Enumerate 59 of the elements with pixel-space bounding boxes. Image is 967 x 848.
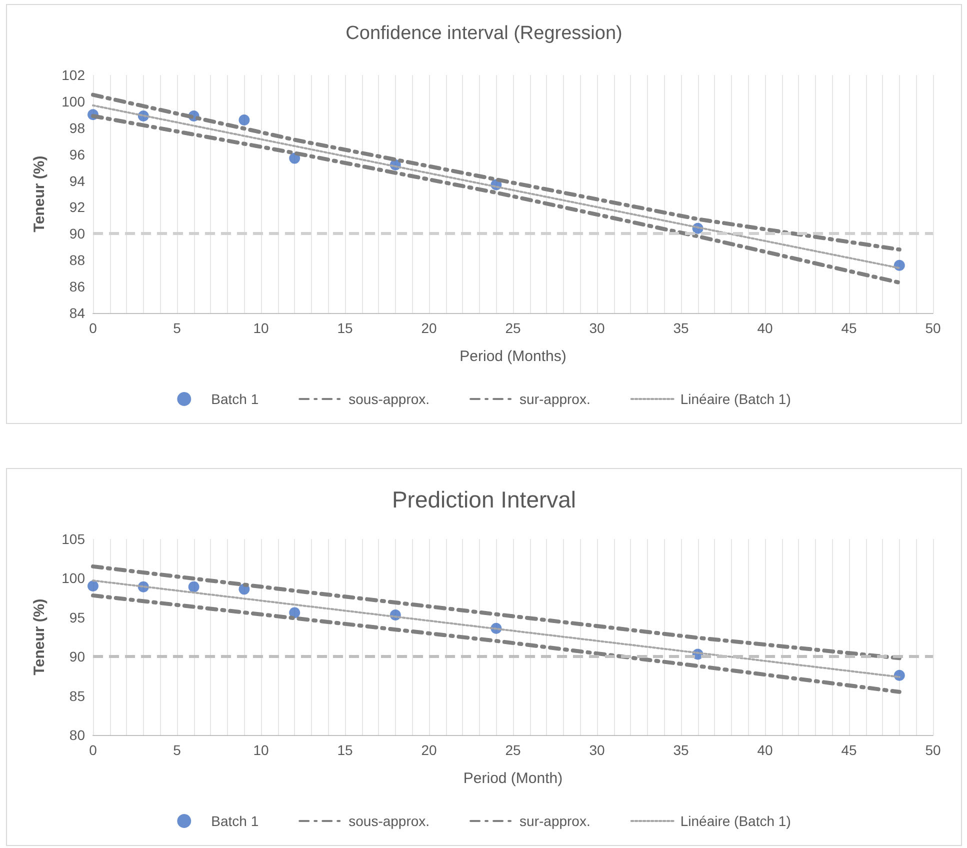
y-tick-label: 88 [69, 252, 86, 268]
line-series [91, 92, 902, 252]
y-axis-title: Teneur (%) [31, 156, 48, 232]
legend-label: sous-approx. [348, 813, 430, 829]
x-tick-label: 40 [757, 742, 773, 758]
y-tick-label: 84 [69, 305, 86, 321]
y-tick-label: 100 [62, 93, 86, 110]
point [88, 580, 98, 592]
legend-label: Linéaire (Batch 1) [680, 813, 791, 829]
x-tick-label: 0 [89, 320, 98, 336]
y-tick-label: 105 [62, 531, 86, 547]
legend-label: Linéaire (Batch 1) [680, 391, 791, 407]
y-tick-label: 90 [69, 226, 86, 242]
x-axis-title: Period (Month) [463, 770, 563, 787]
line-series [91, 593, 902, 694]
y-axis-title: Teneur (%) [31, 598, 48, 676]
legend-label: sur-approx. [520, 391, 590, 407]
x-tick-label: 15 [337, 320, 353, 336]
x-tick-label: 35 [673, 320, 689, 336]
y-tick-label: 94 [69, 172, 86, 189]
y-tick-label: 96 [69, 146, 86, 162]
x-tick-label: 0 [89, 742, 98, 758]
x-tick-label: 50 [925, 742, 941, 758]
legend-label: Batch 1 [211, 813, 259, 829]
x-tick-label: 40 [757, 320, 773, 336]
x-tick-label: 5 [173, 742, 182, 758]
y-tick-label: 100 [62, 570, 86, 586]
x-tick-label: 20 [421, 320, 437, 336]
x-tick-label: 15 [337, 742, 353, 758]
y-tick-label: 92 [69, 199, 86, 216]
x-tick-label: 35 [673, 742, 689, 758]
x-tick-label: 45 [841, 742, 857, 758]
y-tick-label: 102 [62, 67, 86, 83]
x-tick-label: 30 [589, 742, 605, 758]
y-tick-label: 86 [69, 278, 86, 295]
x-tick-label: 20 [421, 742, 437, 758]
x-tick-label: 10 [253, 742, 269, 758]
x-tick-label: 25 [505, 742, 521, 758]
chart-title: Prediction Interval [392, 486, 576, 512]
x-tick-label: 25 [505, 320, 521, 336]
y-tick-label: 80 [69, 727, 86, 743]
legend-label: sous-approx. [348, 391, 430, 407]
point [188, 581, 200, 592]
legend-label: sur-approx. [520, 813, 590, 829]
x-tick-label: 50 [925, 320, 941, 336]
line-series [91, 564, 902, 660]
legend-label: Batch 1 [211, 391, 259, 407]
x-tick-label: 30 [589, 320, 605, 336]
x-tick-label: 5 [173, 320, 182, 336]
y-tick-label: 95 [69, 609, 86, 626]
y-tick-label: 85 [69, 688, 86, 704]
point [289, 607, 300, 618]
y-tick-label: 98 [69, 120, 86, 136]
x-tick-label: 45 [841, 320, 857, 336]
x-axis-title: Period (Months) [460, 348, 566, 365]
chart-title: Confidence interval (Regression) [346, 23, 622, 44]
point [238, 114, 250, 126]
x-tick-label: 10 [253, 320, 269, 336]
y-tick-label: 90 [69, 648, 86, 665]
